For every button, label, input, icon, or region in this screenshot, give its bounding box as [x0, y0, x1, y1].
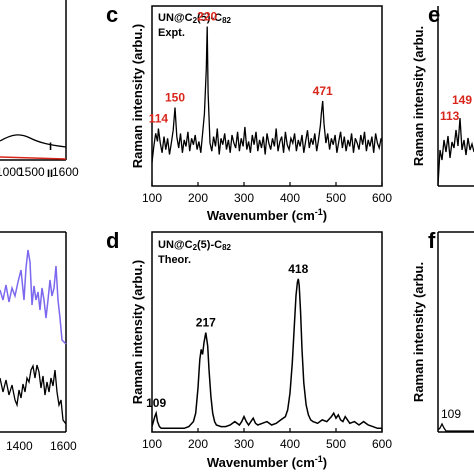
panel-c-letter: c: [106, 2, 118, 27]
panel-d-tick-label: 300: [234, 437, 254, 451]
panel-d-tick-label: 200: [188, 437, 208, 451]
left-bottom-tick-1400: 1400: [6, 439, 33, 453]
panel-e-spectrum: [437, 117, 474, 186]
curve-I-label: I: [49, 141, 52, 153]
panel-f-ylabel: Raman intensity (arbu.: [411, 262, 426, 402]
left-top-tick-1000: 1000: [0, 165, 23, 179]
panel-c-peak-label: 150: [165, 90, 185, 104]
left-top-tick-1500: 1500: [18, 165, 45, 179]
panel-c: c UN@C2(5)-C82 Expt. Raman intensity (ar…: [106, 2, 392, 223]
panel-d-tick-label: 100: [142, 437, 162, 451]
purple-spectrum: [0, 249, 67, 345]
panel-c-tick-label: 500: [326, 191, 346, 205]
panel-f-letter: f: [428, 228, 436, 253]
left-top-tick-1600: 1600: [52, 165, 79, 179]
panel-d-title-2: Theor.: [158, 254, 191, 266]
panel-c-tick-label: 600: [372, 191, 392, 205]
panel-e-peak-149: 149: [452, 93, 472, 107]
panel-d-xlabel: Wavenumber (cm-1): [207, 454, 327, 470]
panel-f-peak-109: 109: [441, 407, 461, 421]
left-bottom-tick-1600: 1600: [50, 439, 77, 453]
panel-d-peak-label: 418: [288, 262, 308, 276]
panel-c-peak-label: 220: [197, 9, 217, 23]
left-partial-bottom: 1400 1600: [0, 231, 77, 453]
panel-c-spectrum: [151, 26, 383, 163]
left-partial-top: I II 1000 1500 1600: [0, 0, 79, 180]
panel-c-tick-label: 300: [234, 191, 254, 205]
panel-d: d UN@C2(5)-C82 Theor. Raman intensity (a…: [106, 228, 392, 470]
panel-d-peak-label: 217: [196, 316, 216, 330]
curve-II: [0, 156, 67, 160]
panel-c-title-2: Expt.: [158, 27, 185, 39]
panel-c-peak-label: 114: [149, 112, 169, 126]
panel-e-ylabel: Raman intensity (arbu.: [411, 26, 426, 166]
panel-d-tick-label: 500: [326, 437, 346, 451]
panel-f-spectrum: [437, 422, 474, 432]
right-partial-bottom: f Raman intensity (arbu. 109: [411, 228, 474, 433]
panel-d-frame: [151, 231, 383, 433]
panel-d-ylabel: Raman intensity (arbu.): [130, 260, 145, 404]
panel-d-letter: d: [106, 228, 119, 253]
panel-c-tick-label: 100: [142, 191, 162, 205]
panel-d-tick-label: 400: [280, 437, 300, 451]
curve-I: [0, 134, 67, 148]
panel-c-tick-label: 400: [280, 191, 300, 205]
panel-d-tick-label: 600: [372, 437, 392, 451]
panel-d-spectrum: [151, 278, 382, 430]
panel-e-letter: e: [428, 2, 440, 27]
panel-c-xlabel: Wavenumber (cm-1): [207, 207, 327, 223]
panel-d-peak-label: 109: [146, 396, 166, 410]
panel-c-frame: [151, 5, 383, 187]
panel-c-tick-label: 200: [188, 191, 208, 205]
right-partial-top: e Raman intensity (arbu. 113 149: [411, 2, 474, 187]
black-spectrum: [0, 363, 67, 425]
panel-e-peak-113: 113: [440, 109, 460, 123]
panel-c-ylabel: Raman intensity (arbu.): [130, 24, 145, 168]
panel-c-peak-label: 471: [313, 84, 333, 98]
curve-II-label: II: [47, 168, 53, 180]
panel-c-title-1: UN@C2(5)-C82: [158, 12, 232, 25]
panel-d-title-1: UN@C2(5)-C82: [158, 239, 232, 252]
